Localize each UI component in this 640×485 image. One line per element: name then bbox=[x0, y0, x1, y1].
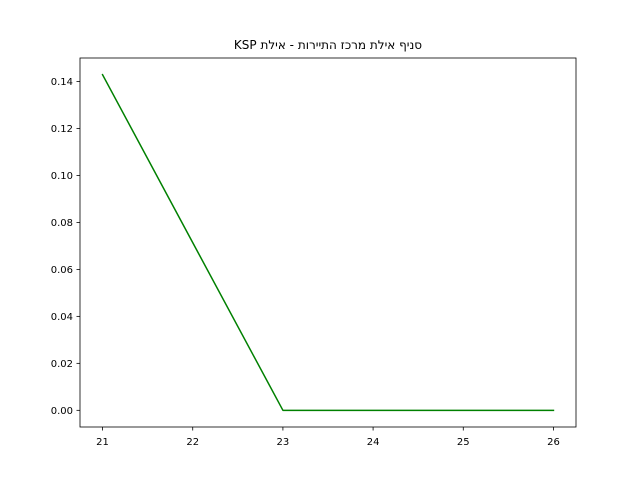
x-tick-label: 23 bbox=[277, 437, 290, 448]
y-tick-label: 0.10 bbox=[51, 171, 73, 182]
y-tick-label: 0.14 bbox=[51, 77, 73, 88]
x-tick-label: 24 bbox=[367, 437, 380, 448]
plot-area bbox=[101, 73, 555, 412]
x-tick-label: 22 bbox=[186, 437, 199, 448]
x-tick-label: 25 bbox=[457, 437, 470, 448]
chart-title: KSP סניף אילת מרכז התיירות - אילת bbox=[234, 38, 422, 52]
y-tick-label: 0.08 bbox=[51, 218, 73, 229]
y-tick-label: 0.04 bbox=[51, 312, 73, 323]
series-line-0 bbox=[101, 73, 555, 412]
y-tick-label: 0.02 bbox=[51, 359, 73, 370]
x-tick-label: 21 bbox=[96, 437, 109, 448]
y-tick-label: 0.12 bbox=[51, 124, 73, 135]
x-tick-label: 26 bbox=[547, 437, 560, 448]
y-tick-label: 0.00 bbox=[51, 406, 73, 417]
axes: 21 22 23 24 25 26 0.00 0.02 0.04 0.06 0.08 0.10 0.12… bbox=[51, 57, 577, 448]
axes-frame bbox=[79, 57, 577, 428]
y-tick-label: 0.06 bbox=[51, 265, 73, 276]
